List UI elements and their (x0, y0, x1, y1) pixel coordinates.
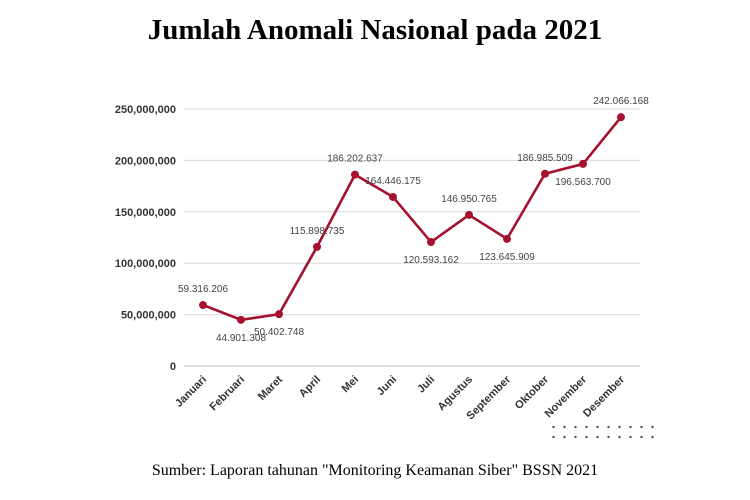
y-tick-label: 250,000,000 (115, 104, 176, 116)
data-label: 186.202.637 (327, 154, 383, 165)
data-label: 59.316.206 (178, 284, 228, 295)
x-tick-label: Juni (375, 374, 399, 398)
x-tick-label: April (297, 374, 323, 400)
y-tick-label: 50,000,000 (121, 310, 176, 322)
y-tick-label: 150,000,000 (115, 207, 176, 219)
data-point (389, 192, 397, 201)
x-tick-label: Oktober (513, 373, 552, 412)
decorative-dot-grid (548, 422, 660, 442)
data-point (351, 170, 359, 179)
x-tick-label: Februari (208, 374, 248, 414)
series-line (202, 116, 623, 322)
data-label: 186.985.509 (517, 153, 573, 164)
y-tick-label: 0 (170, 361, 176, 373)
data-point (199, 301, 207, 310)
data-point (465, 210, 473, 219)
data-point (579, 159, 587, 168)
data-label: 115.898.735 (290, 226, 345, 237)
x-tick-label: Maret (256, 373, 285, 402)
data-point (541, 169, 549, 178)
data-label: 164.446.175 (365, 176, 421, 187)
source-note: Sumber: Laporan tahunan "Monitoring Keam… (151, 462, 599, 479)
x-tick-label: Desember (581, 373, 628, 420)
data-point (503, 234, 511, 243)
data-label: 196.563.700 (555, 177, 611, 188)
data-point (275, 310, 283, 319)
data-label: 123.645.909 (479, 252, 535, 263)
chart-title: Jumlah Anomali Nasional pada 2021 (147, 14, 603, 46)
data-point (313, 242, 321, 251)
x-tick-label: Agustus (436, 374, 476, 414)
data-label: 44.901.308 (216, 333, 266, 344)
y-tick-label: 100,000,000 (115, 258, 176, 270)
data-label: 242.066.168 (593, 96, 649, 107)
data-point (237, 315, 245, 324)
data-point (617, 113, 625, 122)
x-tick-label: Mei (340, 374, 361, 395)
x-tick-label: Januari (173, 374, 209, 410)
y-tick-label: 200,000,000 (115, 155, 176, 167)
data-label: 50.402.748 (254, 327, 304, 338)
data-label: 146.950.765 (441, 194, 497, 205)
x-tick-label: Juli (415, 374, 437, 396)
data-label: 120.593.162 (403, 255, 459, 266)
data-point (427, 238, 435, 247)
